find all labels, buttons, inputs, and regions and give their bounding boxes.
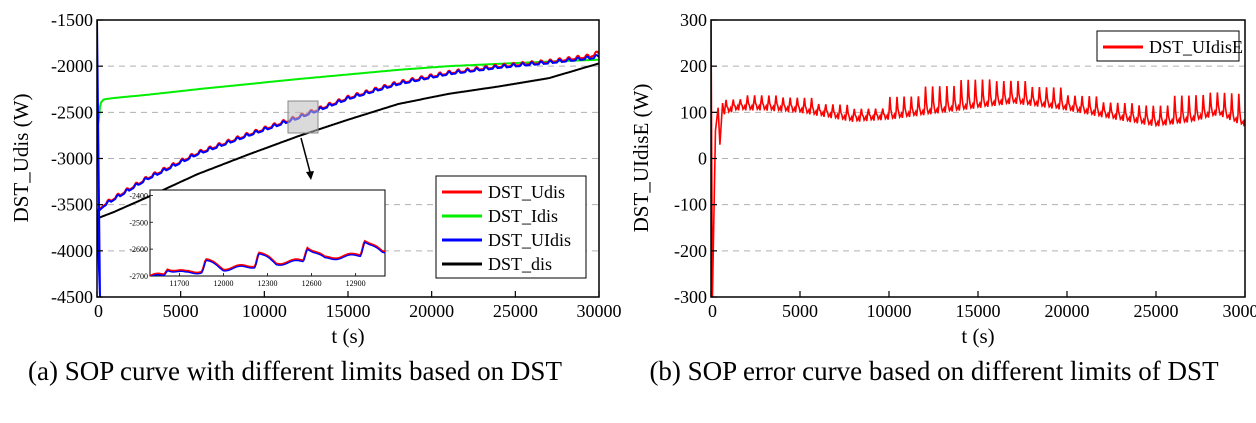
series-line-DST_UIdisE: [711, 20, 1245, 297]
inset-y-tick-label: -2700: [129, 272, 148, 281]
chart-b-grid: [711, 65, 1245, 252]
x-tick-label: 10000: [867, 301, 912, 321]
x-tick-label: 5000: [163, 301, 199, 321]
chart-b-y-axis-label: DST_UIdisE (W): [629, 84, 653, 233]
y-tick-label: -4000: [51, 241, 93, 261]
caption-b: (b) SOP error curve based on different l…: [649, 356, 1219, 386]
chart-b-series: [711, 20, 1245, 297]
legend-label: DST_Idis: [488, 206, 558, 226]
legend-label: DST_UIdisE: [1149, 37, 1243, 57]
legend-label: DST_Udis: [488, 182, 565, 202]
x-tick-label: 5000: [782, 301, 818, 321]
chart-a-legend: DST_Udis DST_Idis DST_UIdis DST_dis: [435, 175, 587, 279]
y-tick-label: -100: [674, 195, 707, 215]
inset-x-tick-label: 12000: [213, 279, 233, 288]
x-tick-label: 15000: [326, 301, 371, 321]
x-tick-label: 0: [94, 301, 103, 321]
y-tick-label: -3000: [51, 149, 93, 169]
y-tick-label: 300: [680, 10, 707, 30]
inset-y-tick-label: -2500: [129, 218, 148, 227]
x-tick-label: 20000: [409, 301, 454, 321]
chart-a-x-axis-label: t (s): [331, 324, 364, 348]
inset-x-tick-label: 12600: [302, 279, 322, 288]
x-tick-label: 25000: [1134, 301, 1179, 321]
chart-a-y-axis-label: DST_Udis (W): [9, 94, 33, 223]
chart-a-zoom-marker: [287, 100, 319, 180]
chart-b-x-axis-label: t (s): [961, 324, 994, 348]
inset-x-tick-label: 12900: [346, 279, 366, 288]
x-tick-label: 30000: [577, 301, 622, 321]
x-tick-label: 15000: [956, 301, 1001, 321]
y-tick-label: 200: [680, 56, 707, 76]
inset-y-tick-label: -2400: [129, 191, 148, 200]
chart-b-legend: DST_UIdisE: [1096, 30, 1243, 62]
x-tick-label: 0: [708, 301, 717, 321]
y-tick-label: -1500: [51, 10, 93, 30]
inset-series-DST_UIdis: [150, 241, 385, 276]
y-tick-label: -200: [674, 241, 707, 261]
inset-frame: [149, 189, 386, 277]
legend-label: DST_UIdis: [488, 230, 571, 250]
inset-x-tick-label: 12300: [258, 279, 278, 288]
zoom-region-marker: [287, 100, 319, 134]
chart-a-inset: -2400 -2500 -2600 -2700 11700 12000 12300 12600…: [129, 189, 386, 288]
y-tick-label: -300: [674, 287, 707, 307]
chart-a-series: [97, 20, 599, 297]
x-tick-label: 10000: [242, 301, 287, 321]
x-tick-label: 20000: [1045, 301, 1090, 321]
x-tick-label: 30000: [1223, 301, 1256, 321]
caption-a: (a) SOP curve with different limits base…: [28, 356, 562, 386]
y-tick-label: 100: [680, 102, 707, 122]
zoom-arrow-head: [306, 171, 314, 180]
legend-label: DST_dis: [488, 254, 552, 274]
y-tick-label: 0: [698, 149, 707, 169]
x-tick-label: 25000: [493, 301, 538, 321]
y-tick-label: -2500: [51, 102, 93, 122]
inset-x-tick-label: 11700: [170, 279, 190, 288]
y-tick-label: -3500: [51, 195, 93, 215]
zoom-arrow-line: [300, 137, 311, 173]
inset-y-tick-label: -2600: [129, 245, 148, 254]
series-line-DST_dis: [97, 62, 599, 220]
series-line-DST_UIdis: [97, 20, 599, 297]
inset-series-DST_Udis: [150, 239, 385, 276]
y-tick-label: -4500: [51, 287, 93, 307]
y-tick-label: -2000: [51, 56, 93, 76]
